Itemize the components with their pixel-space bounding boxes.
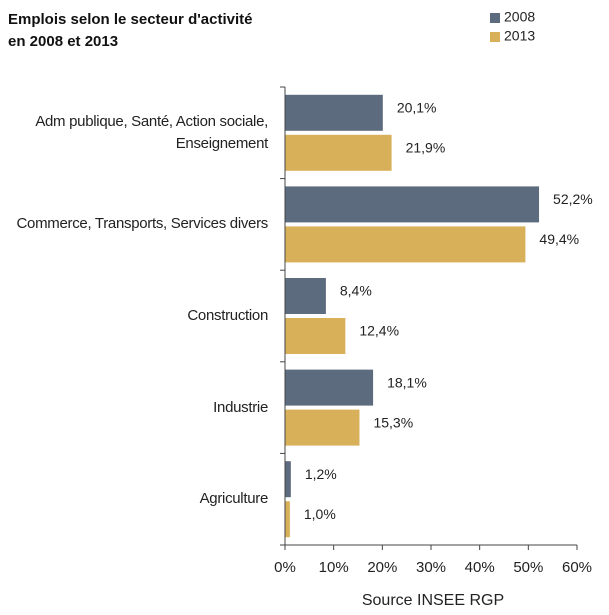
- data-label: 15,3%: [373, 414, 413, 430]
- bar: [285, 186, 540, 223]
- data-label: 52,2%: [553, 191, 593, 207]
- data-label: 18,1%: [387, 374, 427, 390]
- bar: [285, 278, 326, 314]
- data-label: 8,4%: [340, 283, 372, 299]
- data-label: 49,4%: [539, 231, 579, 247]
- data-label: 12,4%: [359, 323, 399, 339]
- category-label: Adm publique, Santé, Action sociale, Ens…: [35, 112, 268, 152]
- category-label: Construction: [187, 307, 268, 324]
- x-tick-label: 0%: [274, 559, 296, 576]
- x-tick-label: 20%: [367, 559, 397, 576]
- category-label: Agriculture: [199, 490, 269, 508]
- legend-swatch: [490, 13, 500, 23]
- category-label: Commerce, Transports, Services divers: [16, 215, 269, 233]
- legend-swatch: [490, 32, 500, 42]
- bar: [285, 318, 346, 354]
- x-tick-label: 60%: [562, 559, 592, 576]
- chart-title: Emplois selon le secteur d'activité: [8, 11, 253, 28]
- bar: [285, 461, 291, 498]
- data-label: 1,2%: [305, 466, 337, 482]
- chart-title: en 2008 et 2013: [8, 33, 118, 50]
- x-tick-label: 30%: [416, 559, 446, 576]
- source: Source INSEE RGP: [362, 592, 504, 609]
- data-label: 20,1%: [397, 100, 437, 116]
- x-tick-label: 50%: [513, 559, 543, 576]
- legend-label: 2013: [504, 28, 535, 44]
- bar: [285, 226, 526, 263]
- bar: [285, 409, 360, 446]
- legend-label: 2008: [504, 9, 535, 25]
- bar: [285, 369, 374, 406]
- data-label: 1,0%: [304, 506, 336, 522]
- bar: [285, 501, 290, 538]
- x-tick-label: 40%: [465, 559, 495, 576]
- bar: [285, 94, 383, 131]
- x-tick-label: 10%: [319, 559, 349, 576]
- bar: [285, 134, 392, 171]
- data-label: 21,9%: [406, 140, 446, 156]
- category-label: Industrie: [213, 398, 268, 416]
